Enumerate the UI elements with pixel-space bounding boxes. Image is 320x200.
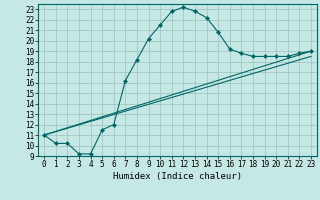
X-axis label: Humidex (Indice chaleur): Humidex (Indice chaleur) [113,172,242,181]
